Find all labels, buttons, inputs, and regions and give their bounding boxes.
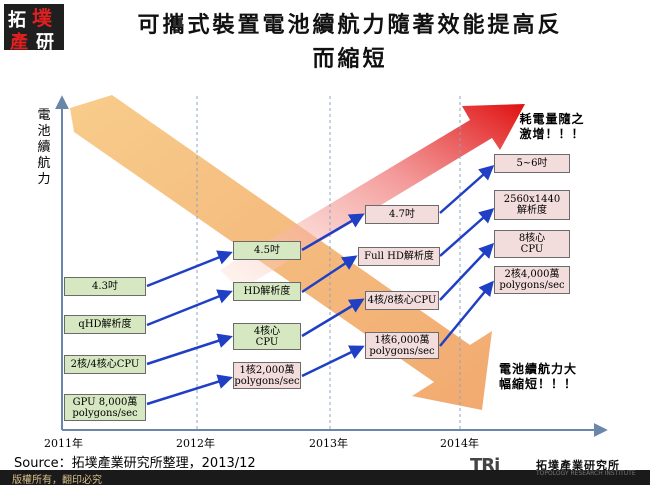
box-2014-screen: 5~6吋 [494, 154, 570, 173]
footer-bar: 版權所有，翻印必究 [0, 470, 650, 486]
box-2012-gpu-line2: polygons/sec [234, 375, 300, 387]
box-2013-resolution: Full HD解析度 [358, 247, 440, 266]
battery-note-line2: 幅縮短！！！ [498, 377, 577, 391]
box-2014-res-line2: 解析度 [517, 205, 547, 216]
source-text: Source：拓墣產業研究所整理，2013/12 [14, 456, 256, 471]
box-2012-cpu-line2: CPU [255, 336, 279, 348]
box-2012-screen: 4.5吋 [233, 241, 301, 260]
box-2013-gpu-line1: 1核6,000萬 [374, 334, 430, 346]
slide-title-line2: 而縮短 [312, 46, 388, 72]
logo-char-4: 研 [36, 32, 54, 53]
box-2014-gpu-line1: 2核4,000萬 [504, 269, 560, 280]
box-2014-cpu: 8核心 CPU [494, 230, 570, 258]
box-2013-cpu: 4核/8核心CPU [365, 291, 439, 310]
year-2014: 2014年 [440, 437, 479, 450]
box-2013-gpu: 1核6,000萬 polygons/sec [365, 332, 439, 359]
box-2011-gpu: GPU 8,000萬 polygons/sec [64, 394, 146, 421]
box-2014-cpu-line1: 8核心 [518, 233, 546, 244]
box-2011-cpu: 2核/4核心CPU [64, 355, 146, 374]
slide-title-line1: 可攜式裝置電池續航力隨著效能提高反 [137, 12, 563, 38]
y-label-char: 航 [37, 156, 51, 171]
y-label-char: 續 [37, 140, 51, 155]
box-2014-gpu: 2核4,000萬 polygons/sec [494, 266, 570, 294]
y-label-char: 池 [37, 124, 51, 139]
y-axis-label: 電 池 續 航 力 [34, 108, 54, 188]
power-note-line2: 激增！！！ [519, 127, 585, 141]
box-2012-cpu: 4核心 CPU [233, 323, 301, 350]
year-2013: 2013年 [309, 437, 348, 450]
box-2012-gpu: 1核2,000萬 polygons/sec [233, 362, 301, 389]
copyright-text: 版權所有，翻印必究 [12, 475, 102, 486]
box-2014-gpu-line2: polygons/sec [499, 280, 565, 291]
battery-note: 電池續航力大 幅縮短！！！ [488, 362, 588, 392]
y-label-char: 力 [37, 172, 51, 187]
tri-brand-subtitle: TOPOLOGY RESEARCH INSTITUTE [536, 470, 636, 477]
box-2013-gpu-line2: polygons/sec [369, 345, 435, 357]
logo-char-2: 墣 [32, 6, 52, 30]
power-note: 耗電量隨之 激增！！！ [512, 112, 592, 142]
year-2011: 2011年 [44, 437, 83, 450]
power-note-line1: 耗電量隨之 [519, 112, 585, 126]
box-2011-gpu-line1: GPU 8,000萬 [72, 396, 138, 408]
box-2012-gpu-line1: 1核2,000萬 [239, 364, 295, 376]
y-label-char: 電 [37, 108, 51, 123]
box-2014-resolution: 2560x1440 解析度 [494, 190, 570, 220]
logo-char-3: 產 [10, 32, 28, 53]
box-2012-cpu-line1: 4核心 [253, 325, 281, 337]
box-2011-resolution: qHD解析度 [64, 315, 146, 334]
tri-brand-name: 拓墣產業研究所 [536, 459, 620, 472]
box-2012-resolution: HD解析度 [233, 282, 301, 301]
box-2011-screen: 4.3吋 [64, 277, 146, 296]
box-2014-res-line1: 2560x1440 [503, 194, 561, 205]
year-2012: 2012年 [176, 437, 215, 450]
tri-logo-icon: 拓 墣 產 研 [4, 4, 64, 53]
battery-note-line1: 電池續航力大 [498, 362, 577, 376]
box-2011-gpu-line2: polygons/sec [72, 407, 138, 419]
progression-arrows [146, 165, 495, 406]
logo-char-1: 拓 [8, 10, 26, 31]
box-2013-screen: 4.7吋 [365, 205, 439, 224]
box-2014-cpu-line2: CPU [520, 244, 544, 255]
